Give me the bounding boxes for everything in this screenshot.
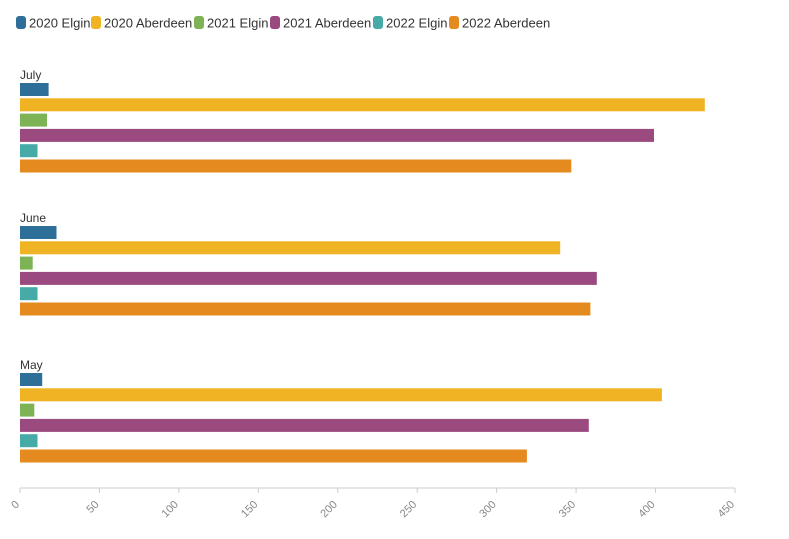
x-tick-label-200: 200 [318,499,339,520]
bar-may-2022-aberdeen[interactable] [20,449,527,463]
category-label-july: July [20,68,41,82]
bar-july-2020-elgin[interactable] [20,83,49,96]
legend-label-2020-aberdeen: 2020 Aberdeen [104,16,192,31]
x-tick-label-350: 350 [557,499,578,520]
bar-may-2021-aberdeen[interactable] [20,418,589,432]
bar-july-2022-elgin[interactable] [20,144,38,158]
bar-may-2020-elgin[interactable] [20,373,43,386]
legend-swatch-2020-aberdeen [91,16,101,29]
bar-july-2020-aberdeen[interactable] [20,98,705,112]
x-tick-label-0: 0 [9,499,22,512]
bar-may-2022-elgin[interactable] [20,434,38,448]
legend-label-2020-elgin: 2020 Elgin [29,16,90,31]
bar-june-2021-aberdeen[interactable] [20,271,597,285]
bar-june-2022-elgin[interactable] [20,287,38,301]
legend-swatch-2020-elgin [16,16,26,29]
bar-june-2021-elgin[interactable] [20,256,33,270]
x-tick-label-300: 300 [477,499,498,520]
bar-may-2021-elgin[interactable] [20,403,35,417]
bar-july-2021-elgin[interactable] [20,113,47,127]
bar-may-2020-aberdeen[interactable] [20,388,662,402]
category-label-june: June [20,211,46,225]
chart-bars [20,83,705,463]
legend-label-2022-elgin: 2022 Elgin [386,16,447,31]
chart-legend: 2020 Elgin 2020 Aberdeen 2021 Elgin 2021 Ab… [16,16,550,31]
bar-june-2020-aberdeen[interactable] [20,241,561,255]
bar-july-2021-aberdeen[interactable] [20,128,654,142]
x-tick-label-450: 450 [716,499,737,520]
bar-july-2022-aberdeen[interactable] [20,159,572,173]
category-label-may: May [20,358,43,372]
x-tick-label-250: 250 [398,499,419,520]
legend-label-2022-aberdeen: 2022 Aberdeen [462,16,550,31]
legend-swatch-2021-aberdeen [270,16,280,29]
category-labels: July June May [20,68,46,372]
legend-swatch-2022-elgin [373,16,383,29]
x-tick-label-400: 400 [636,499,657,520]
legend-label-2021-elgin: 2021 Elgin [207,16,268,31]
x-tick-label-50: 50 [84,499,101,516]
legend-swatch-2021-elgin [194,16,204,29]
legend-swatch-2022-aberdeen [449,16,459,29]
bar-june-2020-elgin[interactable] [20,226,57,239]
bar-june-2022-aberdeen[interactable] [20,302,591,316]
x-axis: 0 50 100 150 200 250 300 350 400 450 [9,487,737,520]
x-tick-label-100: 100 [160,499,181,520]
x-tick-label-150: 150 [239,499,260,520]
legend-label-2021-aberdeen: 2021 Aberdeen [283,16,371,31]
